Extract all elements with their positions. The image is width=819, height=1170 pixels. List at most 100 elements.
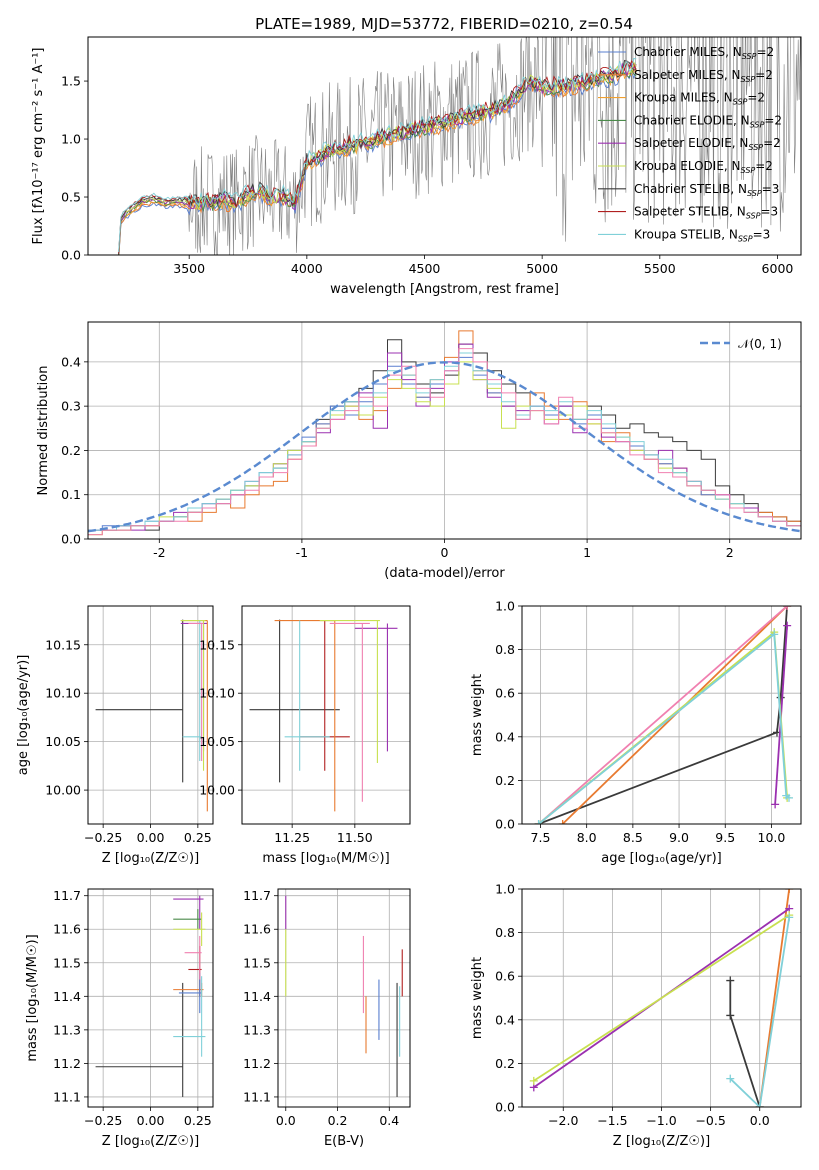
x-axis-label: Z [log₁₀(Z/Z☉)] xyxy=(102,1134,199,1149)
massweight-vs-age-panel: 7.5 8.0 8.5 9.0 9.5 10.0 0.0 0.2 0.4 0.6 0.8 1.0 age… xyxy=(470,599,802,866)
x-tick-label: 9.5 xyxy=(715,830,735,845)
histogram-step-line xyxy=(88,348,801,539)
massweight-line xyxy=(538,630,788,824)
y-tick-label: 0.2 xyxy=(495,1056,515,1071)
x-tick-label: −0.5 xyxy=(695,1113,725,1128)
x-tick-label: 0.4 xyxy=(379,1113,399,1128)
x-tick-label: 2 xyxy=(726,545,734,560)
axes-frame xyxy=(277,888,411,1108)
legend-label-main: Chabrier STELIB, N xyxy=(634,182,747,196)
age-vs-Z-panel: −0.25 0.00 0.25 10.00 10.05 10.10 10.15 Z [log₁… xyxy=(16,605,214,866)
massweight-marker xyxy=(785,889,794,893)
y-tick-label: 11.7 xyxy=(53,888,81,903)
y-tick-label: 0.2 xyxy=(61,443,81,458)
y-axis-label: age [log₁₀(age/yr)] xyxy=(16,655,31,776)
y-tick-label: 11.2 xyxy=(53,1056,81,1071)
y-axis-label: Normed distribution xyxy=(36,366,51,496)
y-tick-label: 0.1 xyxy=(61,487,81,502)
axes-frame xyxy=(87,36,802,256)
y-tick-label: 1.0 xyxy=(61,132,81,147)
axes-frame xyxy=(87,888,214,1108)
x-tick-label: 0.0 xyxy=(750,1113,770,1128)
y-axis-label: mass weight xyxy=(470,957,485,1039)
legend-label-suffix: =2 xyxy=(755,159,773,173)
massweight-line xyxy=(729,917,791,1107)
x-tick-label: 8.0 xyxy=(577,830,597,845)
y-tick-label: 11.5 xyxy=(53,955,81,970)
x-tick-label: 0.2 xyxy=(328,1113,348,1128)
errorbar-group xyxy=(95,895,206,1097)
y-tick-label: 10.00 xyxy=(45,783,81,798)
x-tick-label: 6000 xyxy=(762,261,794,276)
x-tick-label: 0.25 xyxy=(184,830,212,845)
y-tick-label: 11.3 xyxy=(243,1022,271,1037)
x-tick-label: 5000 xyxy=(526,261,558,276)
y-axis-label: Flux [fλ10⁻¹⁷ erg cm⁻² s⁻¹ A⁻¹] xyxy=(31,48,46,245)
x-tick-label: 11.50 xyxy=(337,830,373,845)
legend-label-sub: SSP xyxy=(750,120,765,129)
massweight-marker xyxy=(755,1103,764,1107)
legend-label-main: Salpeter MILES, N xyxy=(634,68,741,82)
legend-label: Kroupa STELIB, NSSP=3 xyxy=(634,227,770,243)
y-tick-label: 0.4 xyxy=(495,1012,515,1027)
legend-label-main: Salpeter ELODIE, N xyxy=(634,136,748,150)
residuals-panel: -2 -1 0 1 2 0.0 0.1 0.2 0.3 0.4 (data-model)/error… xyxy=(36,321,802,581)
axes-frame xyxy=(521,888,802,1108)
x-tick-label: 0.00 xyxy=(137,1113,165,1128)
histogram-step-line xyxy=(88,352,801,539)
x-axis-label: Z [log₁₀(Z/Z☉)] xyxy=(102,851,199,866)
y-tick-label: 11.7 xyxy=(243,888,271,903)
gaussian-curve xyxy=(88,361,801,533)
y-tick-label: 1.5 xyxy=(61,74,81,89)
model-spectrum-line xyxy=(118,68,637,255)
legend-label-main: Kroupa MILES, N xyxy=(634,91,733,105)
legend-label-sub: SSP xyxy=(746,212,761,221)
y-tick-label: 0.4 xyxy=(495,729,515,744)
legend-label-suffix: =3 xyxy=(760,205,778,219)
y-tick-label: 0.3 xyxy=(61,399,81,414)
legend-label-suffix: =3 xyxy=(762,182,780,196)
legend-label-sub: SSP xyxy=(738,234,753,243)
massweight-marker xyxy=(784,793,793,802)
massweight-vs-Z-panel: −2.0 −1.5 −1.0 −0.5 0.0 0.0 0.2 0.4 0.6 0.8 1.0 Z [… xyxy=(470,882,802,1149)
x-axis-label: age [log₁₀(age/yr)] xyxy=(601,851,722,866)
x-tick-label: −1.0 xyxy=(646,1113,676,1128)
x-axis-label: wavelength [Angstrom, rest frame] xyxy=(330,282,559,297)
legend-label-suffix: =2 xyxy=(755,68,773,82)
y-tick-label: 0.5 xyxy=(61,190,81,205)
legend-label: Chabrier STELIB, NSSP=3 xyxy=(634,182,779,198)
massweight-line xyxy=(538,606,788,824)
y-tick-label: 11.4 xyxy=(53,989,81,1004)
y-tick-label: 0.4 xyxy=(61,354,81,369)
y-tick-label: 0.0 xyxy=(495,1100,515,1115)
y-tick-label: 10.10 xyxy=(199,686,235,701)
legend-label-suffix: =2 xyxy=(756,45,774,59)
x-tick-label: −0.25 xyxy=(84,1113,122,1128)
legend-label-sub: SSP xyxy=(747,189,762,198)
legend-label: Chabrier ELODIE, NSSP=2 xyxy=(634,113,782,129)
massweight-marker xyxy=(529,1076,538,1085)
massweight-marker xyxy=(534,820,543,824)
errorbar-group xyxy=(285,895,403,1097)
y-tick-label: 10.00 xyxy=(199,783,235,798)
legend-label-suffix: =2 xyxy=(747,91,765,105)
age-vs-mass-panel: 11.25 11.50 10.00 10.05 10.10 10.15 mass [log₁… xyxy=(199,605,411,866)
y-tick-label: 0.8 xyxy=(495,642,515,657)
legend-label: Salpeter ELODIE, NSSP=2 xyxy=(634,136,781,152)
y-tick-label: 11.6 xyxy=(243,922,271,937)
y-tick-label: 10.15 xyxy=(199,637,235,652)
massweight-line xyxy=(538,606,788,824)
massweight-marker xyxy=(726,1074,735,1083)
massweight-marker xyxy=(770,630,779,639)
panels-layer: 3500 4000 4500 5000 5500 6000 0.0 0.5 1.0 1.5 wave… xyxy=(16,36,802,1149)
x-axis-label: mass [log₁₀(M/M☉)] xyxy=(262,851,389,866)
y-tick-label: 10.05 xyxy=(199,734,235,749)
axes-frame xyxy=(87,321,802,540)
legend-label-sub: SSP xyxy=(741,166,756,175)
errorbar-group xyxy=(95,619,208,812)
x-tick-label: -1 xyxy=(296,545,308,560)
axes-frame xyxy=(241,605,411,825)
y-tick-label: 0.0 xyxy=(61,532,81,547)
y-tick-label: 11.6 xyxy=(53,922,81,937)
